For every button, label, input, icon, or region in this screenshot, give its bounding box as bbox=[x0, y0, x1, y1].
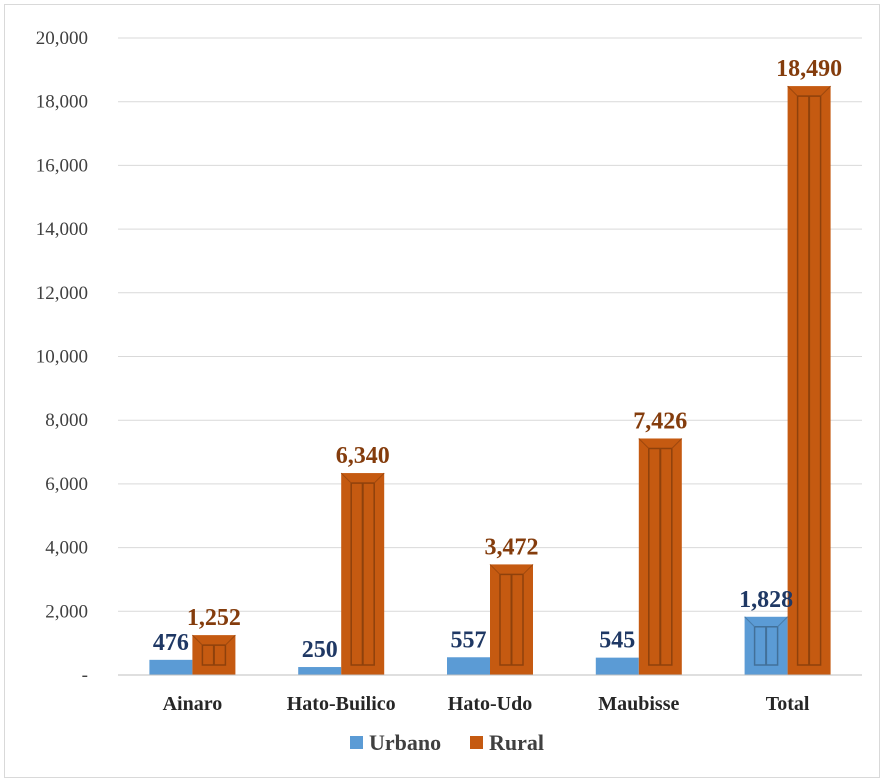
y-tick-label: 8,000 bbox=[45, 410, 88, 431]
x-tick-label: Ainaro bbox=[163, 693, 223, 715]
x-tick-label: Total bbox=[766, 693, 810, 715]
x-tick-label: Maubisse bbox=[598, 693, 679, 715]
y-tick-label: 18,000 bbox=[36, 92, 88, 113]
y-tick-label: 16,000 bbox=[36, 155, 88, 176]
bar-urbano-maubisse bbox=[596, 658, 639, 675]
legend-swatch-rural bbox=[470, 736, 483, 749]
data-label-urbano: 545 bbox=[599, 628, 635, 654]
data-label-rural: 1,252 bbox=[187, 605, 241, 631]
legend-label-urbano: Urbano bbox=[369, 730, 441, 755]
data-label-rural: 6,340 bbox=[336, 443, 390, 469]
data-label-urbano: 1,828 bbox=[739, 587, 793, 613]
bars bbox=[149, 86, 830, 675]
legend: Urbano Rural bbox=[350, 730, 544, 755]
legend-label-rural: Rural bbox=[489, 730, 544, 755]
data-label-rural: 7,426 bbox=[633, 408, 687, 434]
y-tick-label: 10,000 bbox=[36, 347, 88, 368]
x-tick-label: Hato-Builico bbox=[287, 693, 396, 715]
bar-urbano-hato-udo bbox=[447, 657, 490, 675]
gridlines bbox=[118, 38, 862, 611]
y-tick-label: 14,000 bbox=[36, 219, 88, 240]
bar-urbano-ainaro bbox=[149, 660, 192, 675]
y-tick-label: 4,000 bbox=[45, 538, 88, 559]
bar-urbano-hato-builico bbox=[298, 667, 341, 675]
y-tick-label: - bbox=[82, 665, 88, 686]
data-label-urbano: 476 bbox=[153, 630, 189, 656]
y-tick-label: 2,000 bbox=[45, 601, 88, 622]
y-tick-label: 20,000 bbox=[36, 28, 88, 49]
y-tick-label: 6,000 bbox=[45, 474, 88, 495]
legend-swatch-urbano bbox=[350, 736, 363, 749]
data-label-rural: 18,490 bbox=[776, 56, 842, 82]
y-axis: - 2,000 4,000 6,000 8,000 10,000 12,000 14,000 1… bbox=[36, 28, 88, 686]
x-tick-label: Hato-Udo bbox=[448, 693, 532, 715]
data-label-urbano: 557 bbox=[451, 627, 487, 653]
data-label-urbano: 250 bbox=[302, 637, 338, 663]
y-tick-label: 12,000 bbox=[36, 283, 88, 304]
x-axis: Ainaro Hato-Builico Hato-Udo Maubisse Total bbox=[118, 675, 862, 715]
data-label-rural: 3,472 bbox=[485, 534, 539, 560]
